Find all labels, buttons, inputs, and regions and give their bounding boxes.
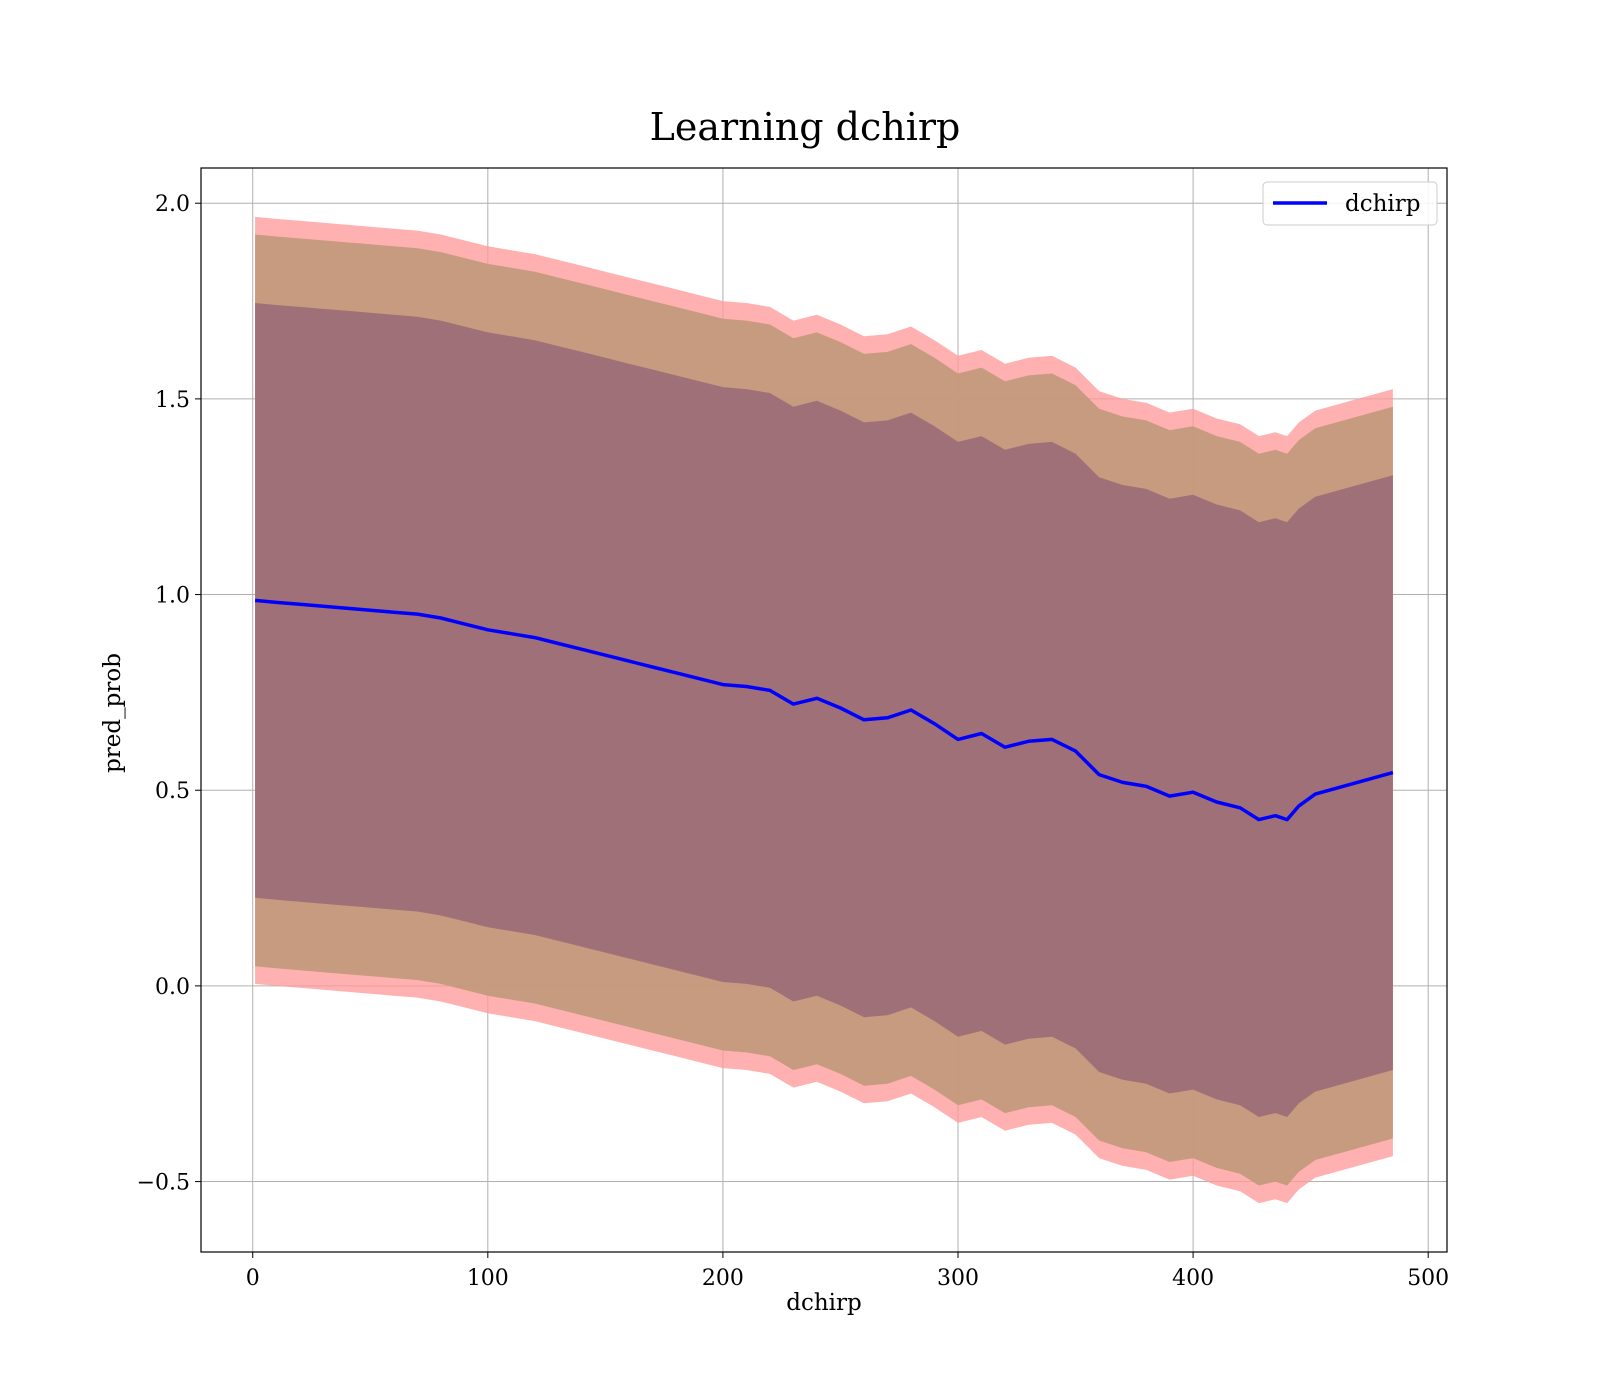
confidence-band-inner	[255, 303, 1393, 1117]
series-line-dchirp	[254, 598, 1394, 822]
legend-box	[1262, 181, 1438, 226]
x-tick-label: 400	[1172, 1266, 1214, 1291]
y-tick-label: −0.5	[137, 1171, 190, 1196]
x-axis-label: dchirp	[786, 1290, 862, 1316]
confidence-bands	[255, 216, 1393, 1204]
y-tick-label: 0.0	[155, 975, 190, 1000]
y-tick-label: 1.0	[155, 584, 190, 609]
ticks: 0 100 200 300 400 500 −0.5 0.0 0.5 1.0 1.5 2.0	[137, 192, 1450, 1291]
x-tick-label: 300	[937, 1266, 979, 1291]
y-tick-label: 2.0	[155, 192, 190, 217]
series-layer	[254, 598, 1394, 822]
x-tick-label: 0	[246, 1266, 260, 1291]
chart-title: Learning dchirp	[650, 105, 961, 149]
plot-frame	[200, 167, 1448, 1253]
legend-label-dchirp: dchirp	[1345, 191, 1421, 217]
y-axis-label: pred_prob	[100, 653, 126, 773]
y-tick-label: 0.5	[155, 779, 190, 804]
x-tick-label: 500	[1407, 1266, 1449, 1291]
x-tick-label: 100	[467, 1266, 509, 1291]
legend: dchirp	[1262, 181, 1438, 226]
y-tick-label: 1.5	[155, 388, 190, 413]
x-tick-label: 200	[702, 1266, 744, 1291]
